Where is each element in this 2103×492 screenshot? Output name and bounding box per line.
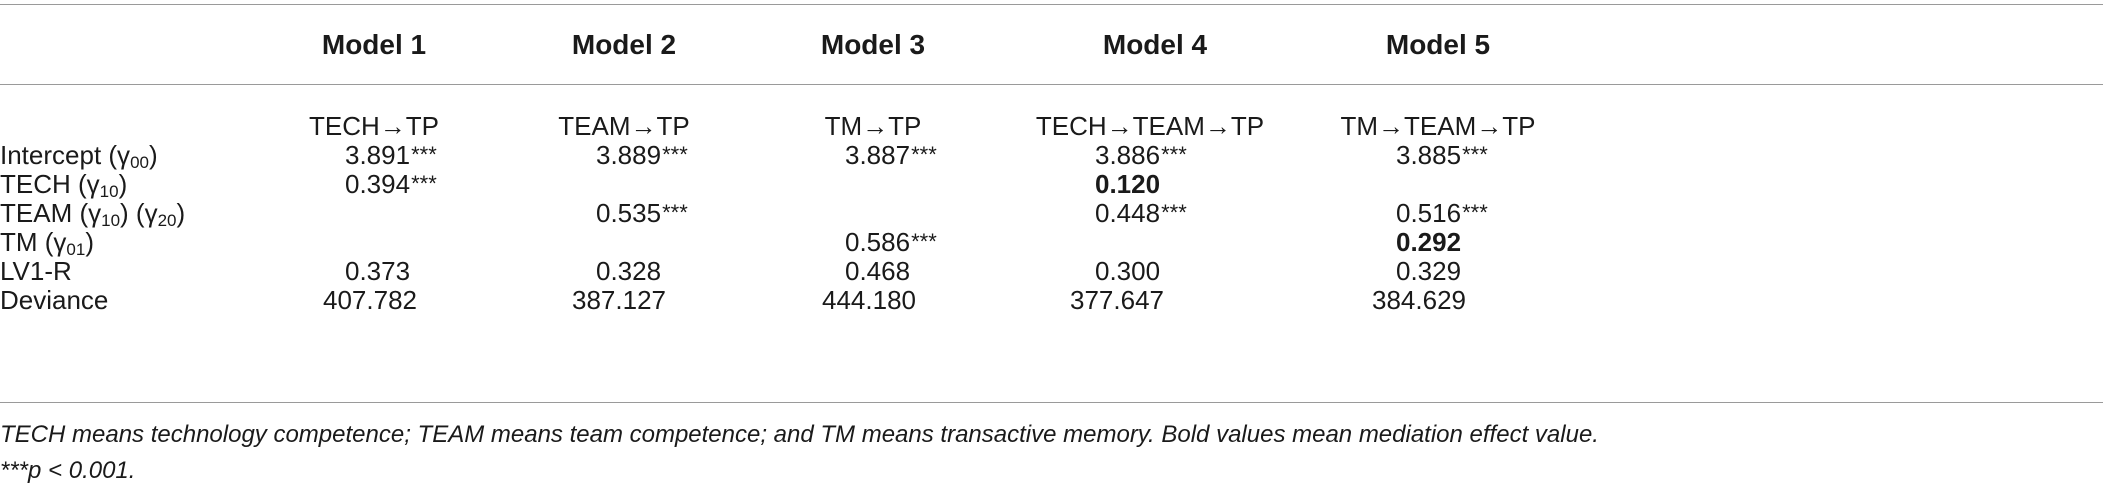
cell-deviance-model-5: 384.629 [1372, 285, 1466, 315]
cell-lv1-r-model-2: 0.328 [596, 256, 662, 286]
path-model-3: TM→TP [824, 111, 922, 141]
cell-intercept-model-3: 3.887*** [845, 140, 937, 170]
significance-note: ***p < 0.001. [0, 457, 136, 484]
column-header-model-4: Model 4 [1102, 29, 1208, 60]
cell-intercept-model-4: 3.886*** [1095, 140, 1187, 170]
header-rule [0, 84, 2103, 85]
cell-deviance-model-2: 387.127 [572, 285, 666, 315]
cell-tech-model-4: 0.120 [1095, 169, 1161, 199]
path-model-5: TM→TEAM→TP [1340, 111, 1536, 141]
cell-deviance-model-1: 407.782 [323, 285, 417, 315]
cell-deviance-model-4: 377.647 [1070, 285, 1164, 315]
table-top-rule [0, 4, 2103, 5]
path-model-2: TEAM→TP [558, 111, 690, 141]
column-header-model-5: Model 5 [1385, 29, 1491, 60]
row-label-deviance: Deviance [0, 285, 109, 315]
row-label-team: TEAM (γ10) (γ20) [0, 198, 186, 230]
table-footnote: TECH means technology competence; TEAM m… [0, 421, 1599, 448]
row-label-tm: TM (γ01) [0, 227, 95, 259]
cell-lv1-r-model-4: 0.300 [1095, 256, 1161, 286]
cell-tech-model-1: 0.394*** [345, 169, 437, 199]
row-label-lv1-r: LV1-R [0, 256, 72, 286]
path-model-4: TECH→TEAM→TP [1035, 111, 1265, 141]
column-header-model-3: Model 3 [820, 29, 926, 60]
cell-team-model-2: 0.535*** [596, 198, 688, 228]
cell-intercept-model-1: 3.891*** [345, 140, 437, 170]
column-header-model-1: Model 1 [321, 29, 427, 60]
cell-intercept-model-5: 3.885*** [1396, 140, 1488, 170]
cell-team-model-4: 0.448*** [1095, 198, 1187, 228]
row-label-intercept: Intercept (γ00) [0, 140, 158, 172]
cell-lv1-r-model-1: 0.373 [345, 256, 411, 286]
footer-rule [0, 402, 2103, 403]
path-model-1: TECH→TP [309, 111, 439, 141]
column-header-model-2: Model 2 [571, 29, 677, 60]
cell-lv1-r-model-5: 0.329 [1396, 256, 1462, 286]
cell-tm-model-5: 0.292 [1396, 227, 1462, 257]
row-label-tech: TECH (γ10) [0, 169, 128, 201]
cell-tm-model-3: 0.586*** [845, 227, 937, 257]
cell-intercept-model-2: 3.889*** [596, 140, 688, 170]
cell-team-model-5: 0.516*** [1396, 198, 1488, 228]
cell-lv1-r-model-3: 0.468 [845, 256, 911, 286]
cell-deviance-model-3: 444.180 [822, 285, 916, 315]
